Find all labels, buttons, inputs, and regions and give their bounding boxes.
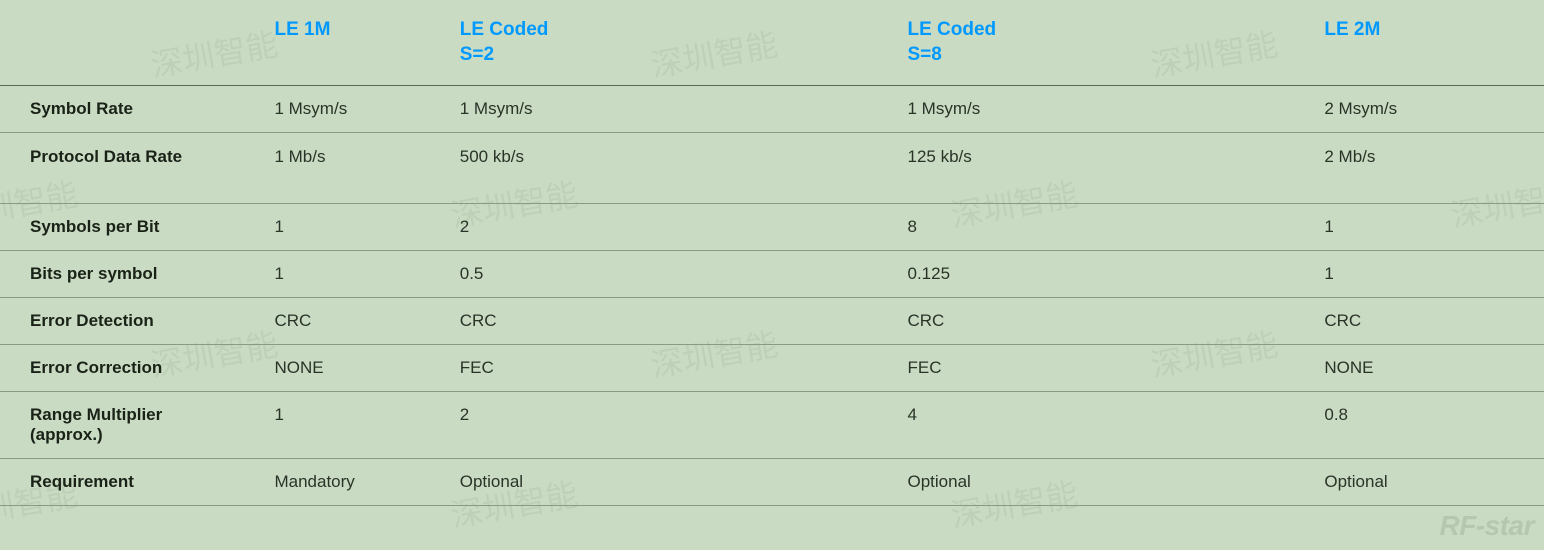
row-label: Symbols per Bit bbox=[0, 204, 262, 251]
row-label: Symbol Rate bbox=[0, 86, 262, 133]
cell: 4 bbox=[895, 392, 1312, 459]
header-le-coded-s2: LE CodedS=2 bbox=[448, 0, 896, 86]
cell: 1 Msym/s bbox=[262, 86, 447, 133]
cell: CRC bbox=[262, 298, 447, 345]
cell: CRC bbox=[1312, 298, 1544, 345]
row-label: Protocol Data Rate bbox=[0, 133, 262, 204]
table-row: RequirementMandatoryOptionalOptionalOpti… bbox=[0, 459, 1544, 506]
cell: 1 bbox=[262, 204, 447, 251]
table-row: Protocol Data Rate1 Mb/s500 kb/s125 kb/s… bbox=[0, 133, 1544, 204]
cell: 125 kb/s bbox=[895, 133, 1312, 204]
cell: NONE bbox=[1312, 345, 1544, 392]
cell: 1 Msym/s bbox=[895, 86, 1312, 133]
row-label: Range Multiplier(approx.) bbox=[0, 392, 262, 459]
cell: 500 kb/s bbox=[448, 133, 896, 204]
header-empty bbox=[0, 0, 262, 86]
row-label: Bits per symbol bbox=[0, 251, 262, 298]
row-label: Requirement bbox=[0, 459, 262, 506]
cell: Optional bbox=[1312, 459, 1544, 506]
cell: Mandatory bbox=[262, 459, 447, 506]
rf-star-logo: RF-star bbox=[1439, 510, 1534, 542]
table-body: Symbol Rate1 Msym/s1 Msym/s1 Msym/s2 Msy… bbox=[0, 86, 1544, 506]
cell: 1 Msym/s bbox=[448, 86, 896, 133]
cell: 2 Mb/s bbox=[1312, 133, 1544, 204]
table-row: Symbol Rate1 Msym/s1 Msym/s1 Msym/s2 Msy… bbox=[0, 86, 1544, 133]
header-le-1m: LE 1M bbox=[262, 0, 447, 86]
cell: 2 Msym/s bbox=[1312, 86, 1544, 133]
cell: 0.8 bbox=[1312, 392, 1544, 459]
cell: FEC bbox=[895, 345, 1312, 392]
table-row: Range Multiplier(approx.)1240.8 bbox=[0, 392, 1544, 459]
cell: 2 bbox=[448, 204, 896, 251]
cell: NONE bbox=[262, 345, 447, 392]
cell: CRC bbox=[448, 298, 896, 345]
header-le-coded-s8: LE CodedS=8 bbox=[895, 0, 1312, 86]
cell: 1 bbox=[1312, 251, 1544, 298]
cell: Optional bbox=[448, 459, 896, 506]
cell: 1 Mb/s bbox=[262, 133, 447, 204]
cell: 0.5 bbox=[448, 251, 896, 298]
cell: CRC bbox=[895, 298, 1312, 345]
cell: 1 bbox=[1312, 204, 1544, 251]
table-row: Error DetectionCRCCRCCRCCRC bbox=[0, 298, 1544, 345]
table-row: Error CorrectionNONEFECFECNONE bbox=[0, 345, 1544, 392]
cell: 1 bbox=[262, 392, 447, 459]
cell: Optional bbox=[895, 459, 1312, 506]
header-le-2m: LE 2M bbox=[1312, 0, 1544, 86]
table-header: LE 1M LE CodedS=2 LE CodedS=8 LE 2M bbox=[0, 0, 1544, 86]
row-label: Error Correction bbox=[0, 345, 262, 392]
row-label: Error Detection bbox=[0, 298, 262, 345]
cell: 2 bbox=[448, 392, 896, 459]
phy-comparison-table: LE 1M LE CodedS=2 LE CodedS=8 LE 2M Symb… bbox=[0, 0, 1544, 506]
table-row: Symbols per Bit1281 bbox=[0, 204, 1544, 251]
cell: 8 bbox=[895, 204, 1312, 251]
cell: 0.125 bbox=[895, 251, 1312, 298]
cell: 1 bbox=[262, 251, 447, 298]
table-row: Bits per symbol10.50.1251 bbox=[0, 251, 1544, 298]
cell: FEC bbox=[448, 345, 896, 392]
